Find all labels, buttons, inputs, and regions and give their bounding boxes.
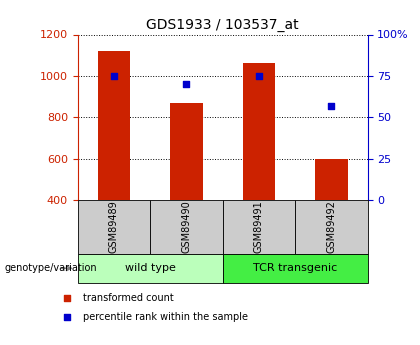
Point	[63, 295, 70, 301]
Point	[255, 73, 262, 79]
Bar	[97, 51, 130, 200]
Point	[110, 73, 117, 79]
Bar	[315, 159, 348, 200]
Text: percentile rank within the sample: percentile rank within the sample	[83, 312, 248, 322]
Text: GSM89492: GSM89492	[326, 200, 336, 253]
Bar	[295, 200, 368, 254]
Bar	[150, 200, 223, 254]
Text: GSM89491: GSM89491	[254, 200, 264, 253]
Text: genotype/variation: genotype/variation	[4, 263, 97, 273]
Point	[63, 314, 70, 319]
Text: transformed count: transformed count	[83, 293, 174, 303]
Bar	[223, 254, 368, 283]
Title: GDS1933 / 103537_at: GDS1933 / 103537_at	[146, 18, 299, 32]
Text: TCR transgenic: TCR transgenic	[253, 263, 337, 273]
Text: GSM89489: GSM89489	[109, 200, 119, 253]
Bar	[78, 254, 223, 283]
Bar	[170, 103, 203, 200]
Text: wild type: wild type	[125, 263, 176, 273]
Point	[183, 81, 190, 87]
Point	[328, 103, 335, 108]
Text: GSM89490: GSM89490	[181, 200, 192, 253]
Bar	[242, 63, 275, 200]
Bar	[223, 200, 295, 254]
Bar	[78, 200, 150, 254]
